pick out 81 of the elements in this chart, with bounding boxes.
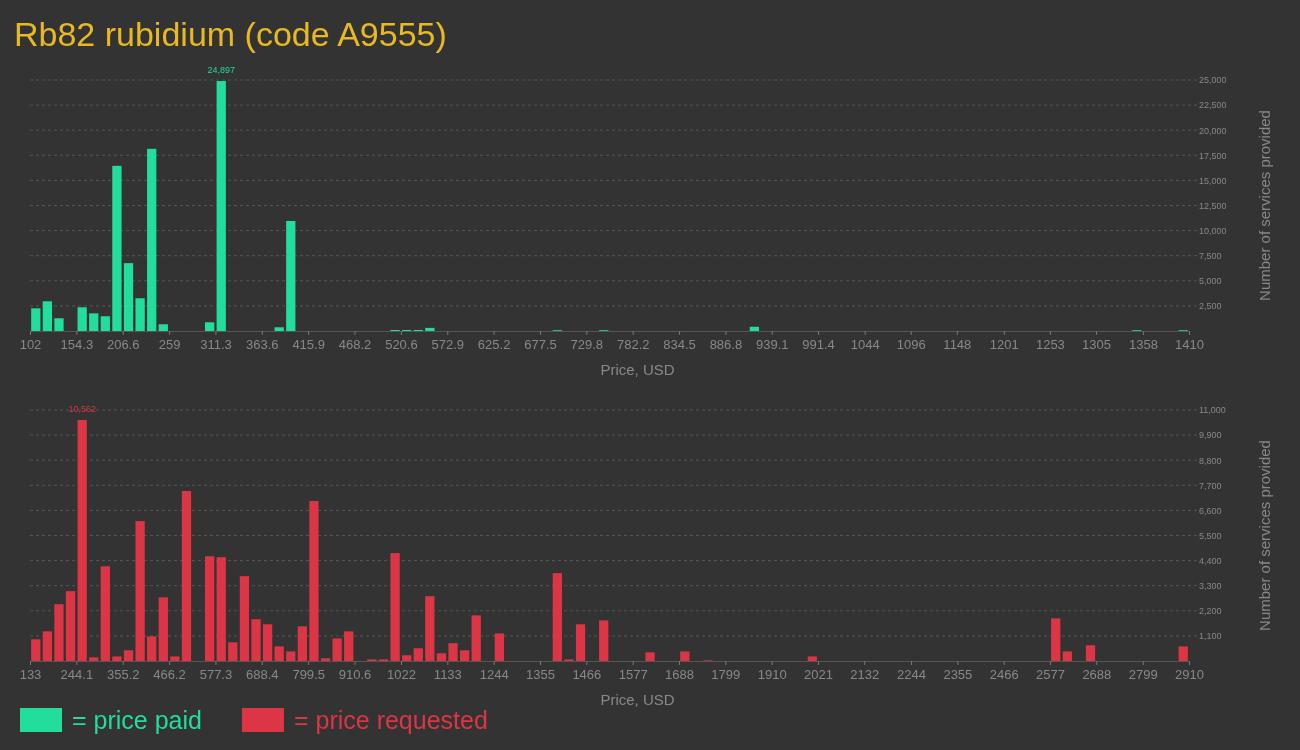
x-tick-label: 572.9 — [431, 337, 465, 353]
data-label: 10,562 — [68, 403, 96, 414]
x-tick-label: 1355 — [526, 667, 555, 683]
x-tick-label: 2577 — [1036, 667, 1065, 683]
x-tick-label: 2688 — [1082, 667, 1112, 683]
y-tick-label: 15,000 — [1199, 175, 1227, 186]
x-tick-label: 1305 — [1082, 337, 1111, 353]
data-label: 24,897 — [207, 65, 235, 76]
x-tick-label: 415.9 — [292, 337, 325, 353]
y-tick-label: 2,200 — [1199, 606, 1222, 617]
x-tick-label: 206.6 — [106, 337, 140, 353]
y-tick-label: 20,000 — [1199, 125, 1227, 136]
x-tick-label: 1358 — [1128, 337, 1158, 353]
x-tick-label: 910.6 — [338, 667, 372, 683]
y-axis-title: Number of services provided — [1256, 110, 1273, 301]
x-tick-label: 688.4 — [246, 667, 279, 683]
legend-label: = price requested — [293, 706, 488, 734]
x-tick-label: 1799 — [711, 667, 741, 683]
x-tick-label: 2910 — [1175, 667, 1204, 683]
y-tick-label: 6,600 — [1199, 505, 1222, 516]
x-tick-label: 991.4 — [802, 337, 835, 353]
y-axis-title: Number of services provided — [1256, 440, 1273, 631]
x-tick-label: 466.2 — [153, 667, 186, 683]
y-tick-label: 11,000 — [1199, 405, 1226, 416]
x-tick-label: 1253 — [1035, 337, 1065, 353]
x-tick-label: 1688 — [665, 667, 694, 683]
x-tick-label: 1201 — [989, 337, 1019, 353]
x-tick-label: 2799 — [1128, 667, 1158, 683]
y-tick-label: 5,000 — [1199, 276, 1222, 287]
x-tick-label: 834.5 — [663, 337, 696, 353]
x-tick-label: 886.8 — [709, 337, 743, 353]
x-tick-label: 1410 — [1175, 337, 1204, 353]
x-tick-label: 2355 — [943, 667, 973, 683]
x-tick-label: 1466 — [572, 667, 602, 683]
y-tick-label: 1,100 — [1199, 631, 1222, 642]
x-axis-title: Price, USD — [600, 361, 675, 378]
x-tick-label: 625.2 — [477, 337, 511, 353]
x-axis-title: Price, USD — [600, 691, 675, 708]
y-tick-label: 2,500 — [1199, 301, 1222, 312]
x-tick-label: 102 — [19, 337, 42, 353]
x-tick-label: 1096 — [896, 337, 926, 353]
x-tick-label: 1022 — [387, 667, 416, 683]
x-tick-label: 782.2 — [616, 337, 650, 353]
x-tick-label: 244.1 — [60, 667, 94, 683]
x-tick-label: 1577 — [618, 667, 648, 683]
x-tick-label: 259 — [158, 337, 181, 353]
y-tick-label: 7,700 — [1199, 480, 1222, 491]
x-tick-label: 311.3 — [200, 337, 232, 353]
y-tick-label: 7,500 — [1199, 251, 1222, 262]
x-tick-label: 2244 — [897, 667, 926, 683]
x-tick-label: 133 — [19, 667, 42, 683]
y-tick-label: 17,500 — [1199, 150, 1227, 161]
y-tick-label: 9,900 — [1199, 430, 1222, 441]
x-tick-label: 1244 — [479, 667, 509, 683]
x-tick-label: 729.8 — [570, 337, 604, 353]
x-tick-label: 1133 — [433, 667, 462, 683]
x-tick-label: 2021 — [804, 667, 833, 683]
y-tick-label: 8,800 — [1199, 455, 1222, 466]
y-tick-label: 4,400 — [1199, 555, 1222, 566]
x-tick-label: 154.3 — [60, 337, 94, 353]
x-tick-label: 363.6 — [246, 337, 279, 353]
chart-title: Rb82 rubidium (code A9555) — [14, 15, 447, 53]
x-tick-label: 468.2 — [338, 337, 372, 353]
x-tick-label: 577.3 — [199, 667, 233, 683]
x-tick-label: 799.5 — [292, 667, 325, 683]
x-tick-label: 355.2 — [106, 667, 140, 683]
y-tick-label: 22,500 — [1199, 100, 1227, 111]
y-tick-label: 25,000 — [1199, 75, 1227, 86]
y-tick-label: 12,500 — [1199, 200, 1227, 211]
y-tick-label: 10,000 — [1199, 225, 1227, 236]
x-tick-label: 1044 — [850, 337, 880, 353]
y-tick-label: 5,500 — [1199, 530, 1222, 541]
x-tick-label: 677.5 — [524, 337, 557, 353]
y-tick-label: 3,300 — [1199, 581, 1222, 592]
x-tick-label: 939.1 — [755, 337, 789, 353]
x-tick-label: 1148 — [943, 337, 972, 353]
x-tick-label: 2466 — [989, 667, 1019, 683]
x-tick-label: 520.6 — [385, 337, 418, 353]
x-tick-label: 1910 — [757, 667, 787, 683]
x-tick-label: 2132 — [850, 667, 880, 683]
legend-label: = price paid — [72, 706, 202, 734]
